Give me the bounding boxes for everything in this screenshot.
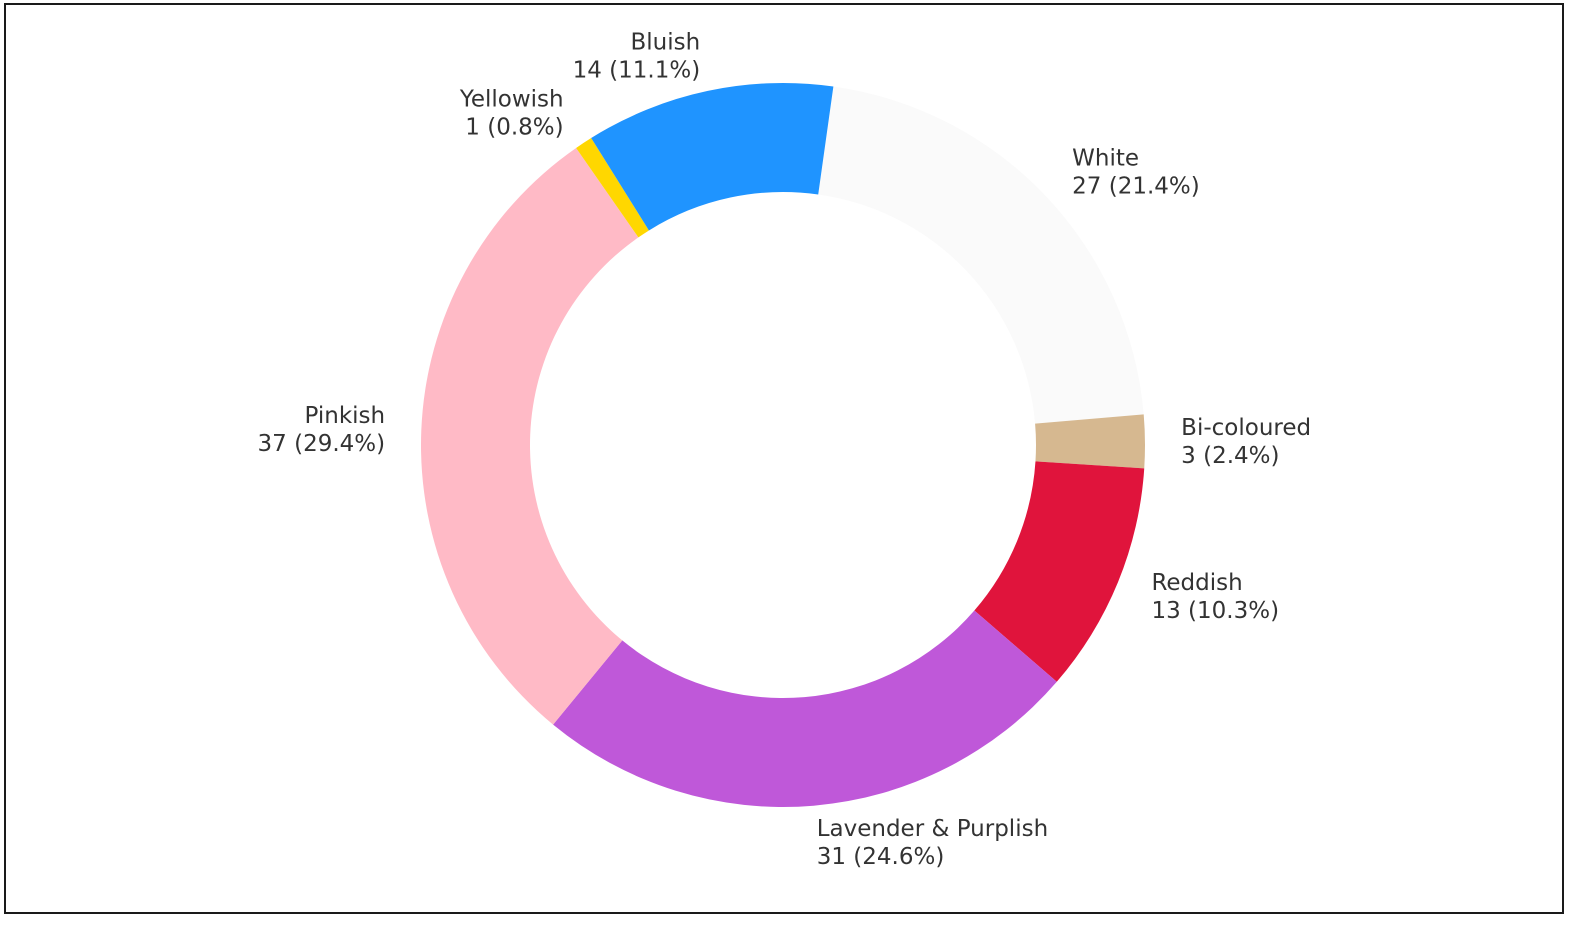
label-value: 27 (21.4%) (1072, 173, 1200, 199)
label-name: White (1072, 145, 1139, 171)
label-white: White 27 (21.4%) (1072, 145, 1200, 199)
label-value: 1 (0.8%) (465, 115, 563, 141)
slice-bi-coloured (1035, 414, 1145, 469)
label-name: Pinkish (305, 403, 386, 429)
label-reddish: Reddish 13 (10.3%) (1151, 570, 1279, 624)
slice-pinkish (420, 147, 639, 725)
slice-lavender-and-purplish (553, 610, 1057, 807)
slice-reddish (974, 461, 1145, 682)
label-value: 3 (2.4%) (1181, 443, 1279, 469)
label-lavender-and-purplish: Lavender & Purplish 31 (24.6%) (817, 816, 1048, 870)
label-name: Bi-coloured (1181, 415, 1311, 441)
label-bi-coloured: Bi-coloured 3 (2.4%) (1181, 415, 1311, 469)
label-bluish: Bluish 14 (11.1%) (573, 30, 701, 84)
label-name: Reddish (1151, 570, 1242, 596)
label-value: 31 (24.6%) (817, 844, 945, 870)
slice-labels: White 27 (21.4%) Bi-coloured 3 (2.4%) Reddis… (258, 30, 1312, 870)
label-name: Lavender & Purplish (817, 816, 1048, 842)
label-yellowish: Yellowish 1 (0.8%) (459, 87, 564, 141)
slice-white (818, 86, 1144, 424)
label-name: Yellowish (459, 87, 564, 113)
label-pinkish: Pinkish 37 (29.4%) (258, 403, 386, 457)
slice-bluish (591, 82, 834, 231)
label-value: 37 (29.4%) (258, 431, 386, 457)
label-value: 13 (10.3%) (1151, 598, 1279, 624)
donut-slices (420, 82, 1145, 807)
label-name: Bluish (631, 30, 701, 56)
label-value: 14 (11.1%) (573, 58, 701, 84)
slice-yellowish (576, 138, 649, 238)
